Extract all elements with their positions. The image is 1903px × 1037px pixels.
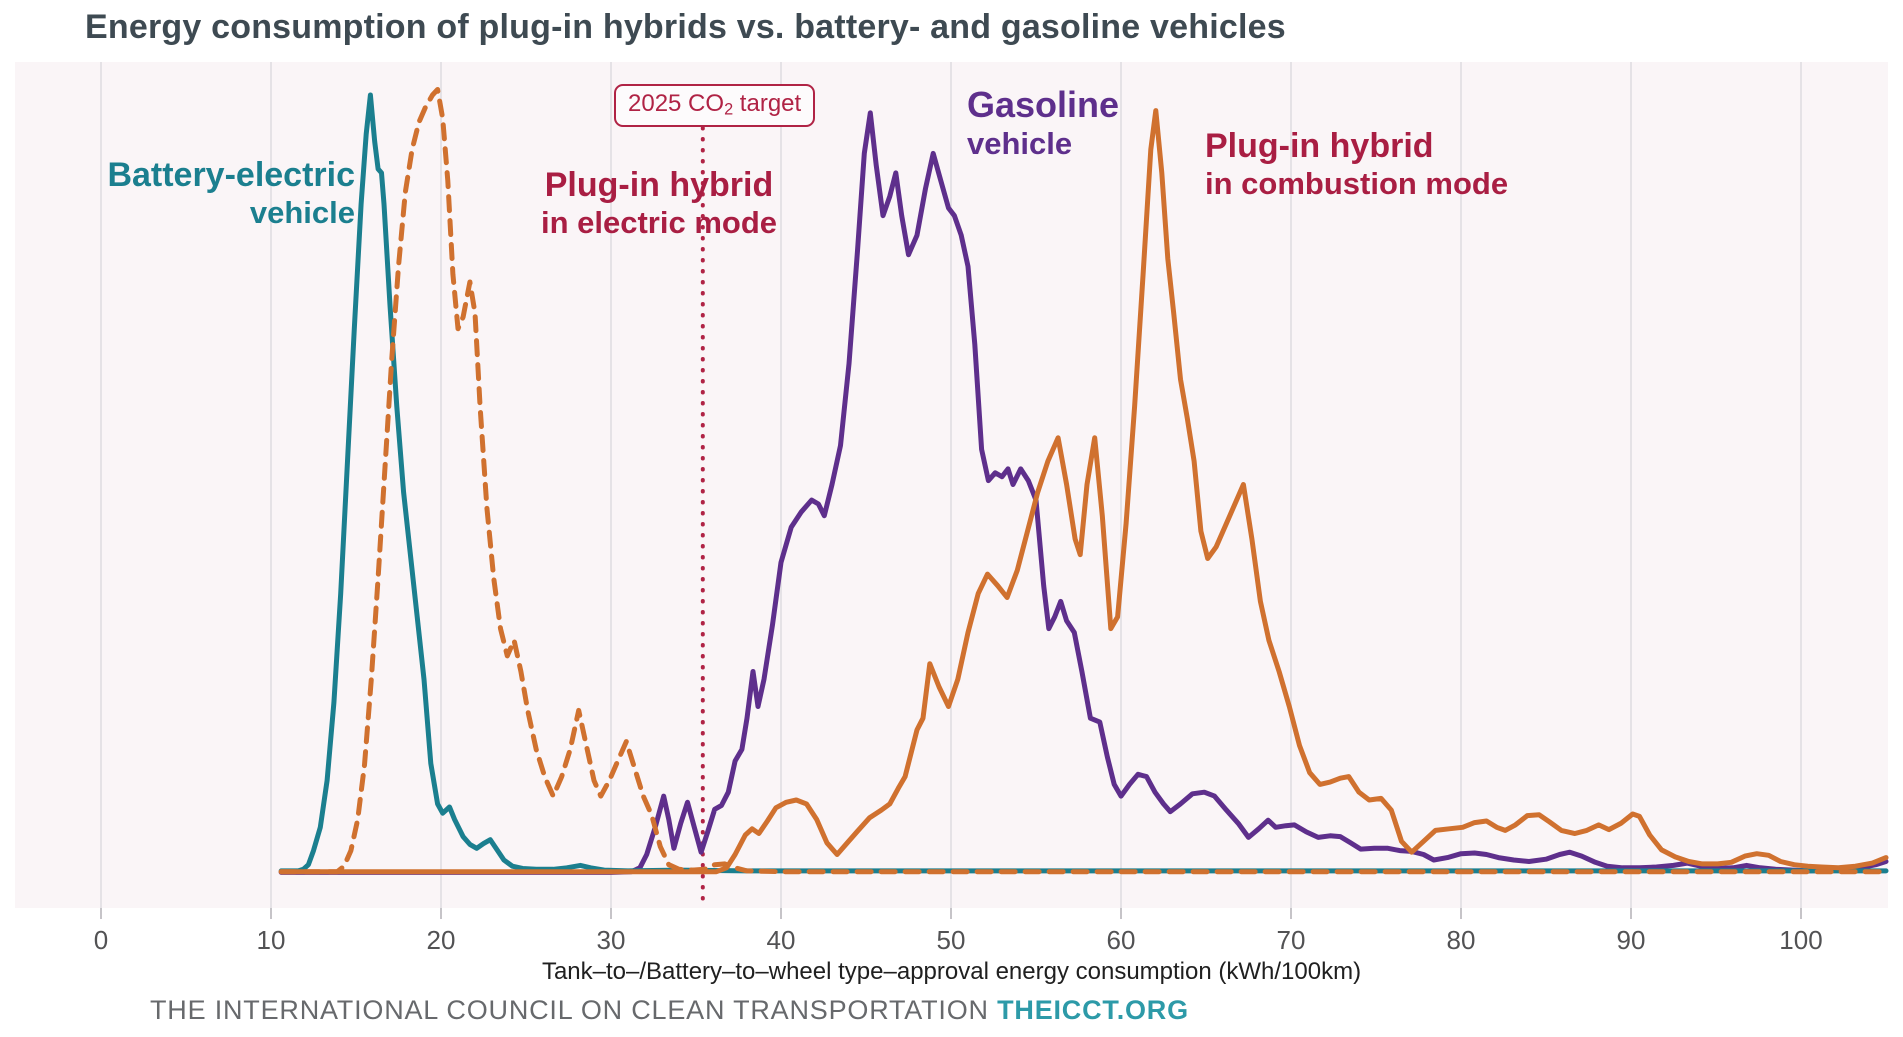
curve-phev-combustion xyxy=(278,108,1889,875)
footer-text: THE INTERNATIONAL COUNCIL ON CLEAN TRANS… xyxy=(150,995,998,1025)
series-label-gasoline: Gasoline vehicle xyxy=(967,84,1119,163)
series-label-line2: vehicle xyxy=(967,126,1073,162)
footer-attribution: THE INTERNATIONAL COUNCIL ON CLEAN TRANS… xyxy=(150,995,1189,1026)
series-label-line1: Gasoline xyxy=(967,84,1120,125)
chart-title: Energy consumption of plug-in hybrids vs… xyxy=(85,8,1286,46)
x-tick-label: 100 xyxy=(1779,925,1823,955)
x-axis-title: Tank–to–/Battery–to–wheel type–approval … xyxy=(541,958,1362,985)
footer-website-link[interactable]: THEICCT.ORG xyxy=(997,995,1189,1025)
co2-subscript: 2 xyxy=(724,100,734,119)
x-tick-label: 90 xyxy=(1616,925,1646,955)
series-label-line2: vehicle xyxy=(249,195,355,231)
series-label-line1: Plug-in hybrid xyxy=(544,166,774,204)
x-tick-label: 20 xyxy=(426,925,456,955)
x-tick-label: 10 xyxy=(256,925,286,955)
co2-target-text-post: target xyxy=(733,90,802,117)
x-tick-label: 0 xyxy=(93,925,109,955)
x-tick-label: 60 xyxy=(1106,925,1136,955)
x-tick-label: 50 xyxy=(936,925,966,955)
x-tick-label: 40 xyxy=(766,925,796,955)
x-tick-label: 80 xyxy=(1446,925,1476,955)
co2-target-annotation: 2025 CO2 target xyxy=(614,84,816,127)
series-label-phev-electric: Plug-in hybrid in electric mode xyxy=(498,165,820,242)
series-label-line1: Plug-in hybrid xyxy=(1205,127,1434,165)
series-label-line1: Battery-electric xyxy=(107,156,355,194)
curve-phev-electric xyxy=(278,87,1889,875)
series-label-line2: in combustion mode xyxy=(1205,166,1509,202)
series-label-line2: in electric mode xyxy=(540,205,778,241)
co2-target-text-pre: 2025 CO xyxy=(628,90,725,117)
x-tick-label: 70 xyxy=(1276,925,1306,955)
curve-gasoline xyxy=(278,110,1889,875)
series-label-battery-electric: Battery-electric vehicle xyxy=(40,155,355,232)
series-label-phev-combustion: Plug-in hybrid in combustion mode xyxy=(1205,126,1508,203)
x-tick-label: 30 xyxy=(596,925,626,955)
